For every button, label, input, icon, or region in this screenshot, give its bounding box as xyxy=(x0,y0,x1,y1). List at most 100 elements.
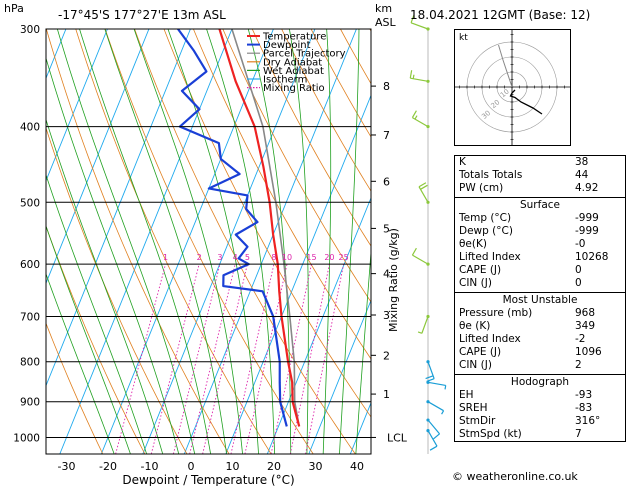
hodograph-secondary-trace xyxy=(498,44,513,88)
hodograph-title: Hodograph xyxy=(510,376,570,388)
isotherm-line xyxy=(142,29,316,454)
hodograph-ring-label: 10 xyxy=(499,87,511,99)
legend-label: Dewpoint xyxy=(263,40,311,51)
surface-label: CAPE (J) xyxy=(459,264,502,276)
most-unstable-value: -2 xyxy=(575,333,586,345)
wind-barb xyxy=(417,314,430,334)
mixing-ratio-label: 15 xyxy=(306,253,316,262)
indices-table: K 38 Totals Totals 44 PW (cm) 4.92 Surface Te… xyxy=(454,155,626,442)
mixing-ratio-axis-label: Mixing Ratio (g/kg) xyxy=(387,228,400,332)
km-tick-label: 6 xyxy=(383,175,390,188)
mixing-ratio-line xyxy=(244,264,288,454)
index-value: 44 xyxy=(575,169,589,181)
hodograph-value: 7 xyxy=(575,428,582,440)
mixing-ratio-label: 8 xyxy=(271,253,276,262)
hodograph-label: StmSpd (kt) xyxy=(459,428,522,440)
isotherm-line xyxy=(225,94,371,454)
surface-row: CAPE (J) 0 xyxy=(455,264,625,277)
most-unstable-label: θe (K) xyxy=(459,320,491,332)
surface-row: Dewp (°C) -999 xyxy=(455,225,625,238)
parcel-trajectory-line xyxy=(231,29,301,427)
x-tick-label: 30 xyxy=(309,460,323,473)
isotherm-line xyxy=(100,29,274,454)
x-tick-label: 0 xyxy=(188,460,195,473)
wind-barb xyxy=(426,380,447,390)
wind-barb xyxy=(426,418,441,440)
mixing-ratio-label: 10 xyxy=(282,253,292,262)
surface-value: -0 xyxy=(575,238,586,250)
wet-adiabat-line xyxy=(167,29,259,454)
mixing-ratio-line xyxy=(189,264,236,454)
wind-barb xyxy=(409,70,430,83)
mixing-ratio-line xyxy=(150,264,200,454)
most-unstable-value: 2 xyxy=(575,359,582,371)
pressure-tick-label: 300 xyxy=(20,24,40,36)
km-tick-label: 8 xyxy=(383,80,390,93)
hodograph-value: -83 xyxy=(575,402,593,414)
wet-adiabat-line xyxy=(46,118,164,454)
surface-section: Surface Temp (°C) -999 Dewp (°C) -999 θe(K) -… xyxy=(455,197,625,290)
pressure-tick-label: 500 xyxy=(20,197,40,209)
surface-value: 10268 xyxy=(575,251,609,263)
km-tick-label: 2 xyxy=(383,349,390,362)
index-row: Totals Totals 44 xyxy=(455,169,625,182)
index-row: PW (cm) 4.92 xyxy=(455,182,625,195)
legend-label: Wet Adiabat xyxy=(263,66,324,77)
index-value: 38 xyxy=(575,156,589,168)
dry-adiabat-line xyxy=(222,29,371,303)
surface-label: Lifted Index xyxy=(459,251,521,263)
mixing-ratio-line xyxy=(115,264,166,454)
wet-adiabat-line xyxy=(79,29,212,454)
wet-adiabat-line xyxy=(46,224,131,454)
surface-value: -999 xyxy=(575,212,599,224)
hodograph-row: EH -93 xyxy=(455,389,625,402)
legend-label: Parcel Trajectory xyxy=(263,49,346,60)
x-tick-label: -30 xyxy=(58,460,76,473)
surface-label: Temp (°C) xyxy=(459,212,512,224)
pressure-tick-label: 700 xyxy=(20,311,40,323)
dry-adiabat-line xyxy=(281,29,371,192)
isotherm-line xyxy=(266,196,371,454)
index-label: K xyxy=(459,156,466,168)
wind-barb xyxy=(411,110,430,129)
dry-adiabat-line xyxy=(75,29,272,454)
wind-barb xyxy=(426,400,445,415)
mixing-ratio-line xyxy=(230,264,275,454)
km-tick-label: 4 xyxy=(383,268,390,281)
pressure-tick-label: 900 xyxy=(20,397,40,409)
mixing-ratio-label: 3 xyxy=(217,253,222,262)
isotherm-line xyxy=(46,29,150,285)
hpa-unit-label: hPa xyxy=(4,2,24,15)
mixing-ratio-line xyxy=(289,264,330,454)
x-axis-label: Dewpoint / Temperature (°C) xyxy=(122,473,294,486)
most-unstable-row: Lifted Index -2 xyxy=(455,333,625,346)
hodograph-label: SREH xyxy=(459,402,488,414)
plot-frame xyxy=(45,28,372,455)
hodograph-label: EH xyxy=(459,389,474,401)
mixing-ratio-line xyxy=(172,264,221,454)
legend-label: Mixing Ratio xyxy=(263,83,325,94)
most-unstable-value: 1096 xyxy=(575,346,602,358)
km-tick-label: 5 xyxy=(383,222,390,235)
pressure-tick-label: 400 xyxy=(20,122,40,134)
wind-barb xyxy=(425,360,435,382)
dry-adiabat-line xyxy=(46,322,104,454)
wet-adiabat-line xyxy=(56,29,196,454)
mixing-ratio-label: 25 xyxy=(339,253,349,262)
most-unstable-label: Pressure (mb) xyxy=(459,307,533,319)
credit-text: © weatheronline.co.uk xyxy=(452,470,578,483)
asl-unit-label: ASL xyxy=(375,16,396,29)
wind-barb xyxy=(426,428,438,451)
surface-row: Lifted Index 10268 xyxy=(455,251,625,264)
surface-row: CIN (J) 0 xyxy=(455,277,625,290)
surface-title: Surface xyxy=(519,199,560,211)
index-label: Totals Totals xyxy=(459,169,523,181)
surface-label: CIN (J) xyxy=(459,277,492,289)
x-tick-label: -20 xyxy=(99,460,117,473)
wet-adiabat-line xyxy=(133,29,243,454)
wind-barb xyxy=(418,182,430,204)
isotherm-line xyxy=(46,29,67,80)
most-unstable-row: CAPE (J) 1096 xyxy=(455,346,625,359)
mixing-ratio-label: 4 xyxy=(233,253,238,262)
hodograph-unit-label: kt xyxy=(459,33,468,43)
